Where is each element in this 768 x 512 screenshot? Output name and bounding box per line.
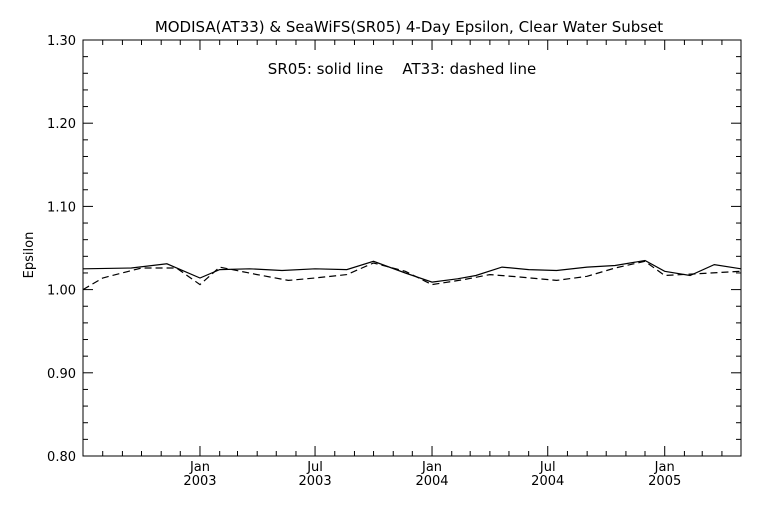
x-tick-month-label: Jan [421, 460, 442, 475]
at33-dashed-line [82, 260, 742, 291]
x-tick-year-label: 2003 [183, 474, 216, 489]
y-axis: 0.80 0.90 1.00 1.10 1.20 1.30 [47, 34, 741, 465]
x-tick-year-label: 2003 [299, 474, 332, 489]
x-tick-month-label: Jan [189, 460, 210, 475]
x-tick-year-label: 2004 [531, 474, 564, 489]
y-tick-label: 1.20 [47, 117, 76, 132]
y-axis-label: Epsilon [22, 232, 37, 279]
plot-area-frame [82, 39, 742, 457]
chart-title: MODISA(AT33) & SeaWiFS(SR05) 4-Day Epsil… [155, 18, 663, 36]
x-tick-month-label: Jan [654, 460, 675, 475]
sr05-solid-line [82, 259, 742, 283]
legend-annotation: SR05: solid line AT33: dashed line [268, 60, 536, 78]
y-tick-label: 0.90 [47, 367, 76, 382]
series-group [82, 259, 742, 291]
x-tick-month-label: Jul [306, 460, 323, 475]
x-tick-year-label: 2004 [415, 474, 448, 489]
y-tick-label: 0.80 [47, 450, 76, 465]
y-tick-label: 1.30 [47, 34, 76, 49]
x-tick-month-label: Jul [539, 460, 556, 475]
x-tick-year-label: 2005 [648, 474, 681, 489]
y-tick-label: 1.10 [47, 200, 76, 215]
y-tick-label: 1.00 [47, 284, 76, 299]
